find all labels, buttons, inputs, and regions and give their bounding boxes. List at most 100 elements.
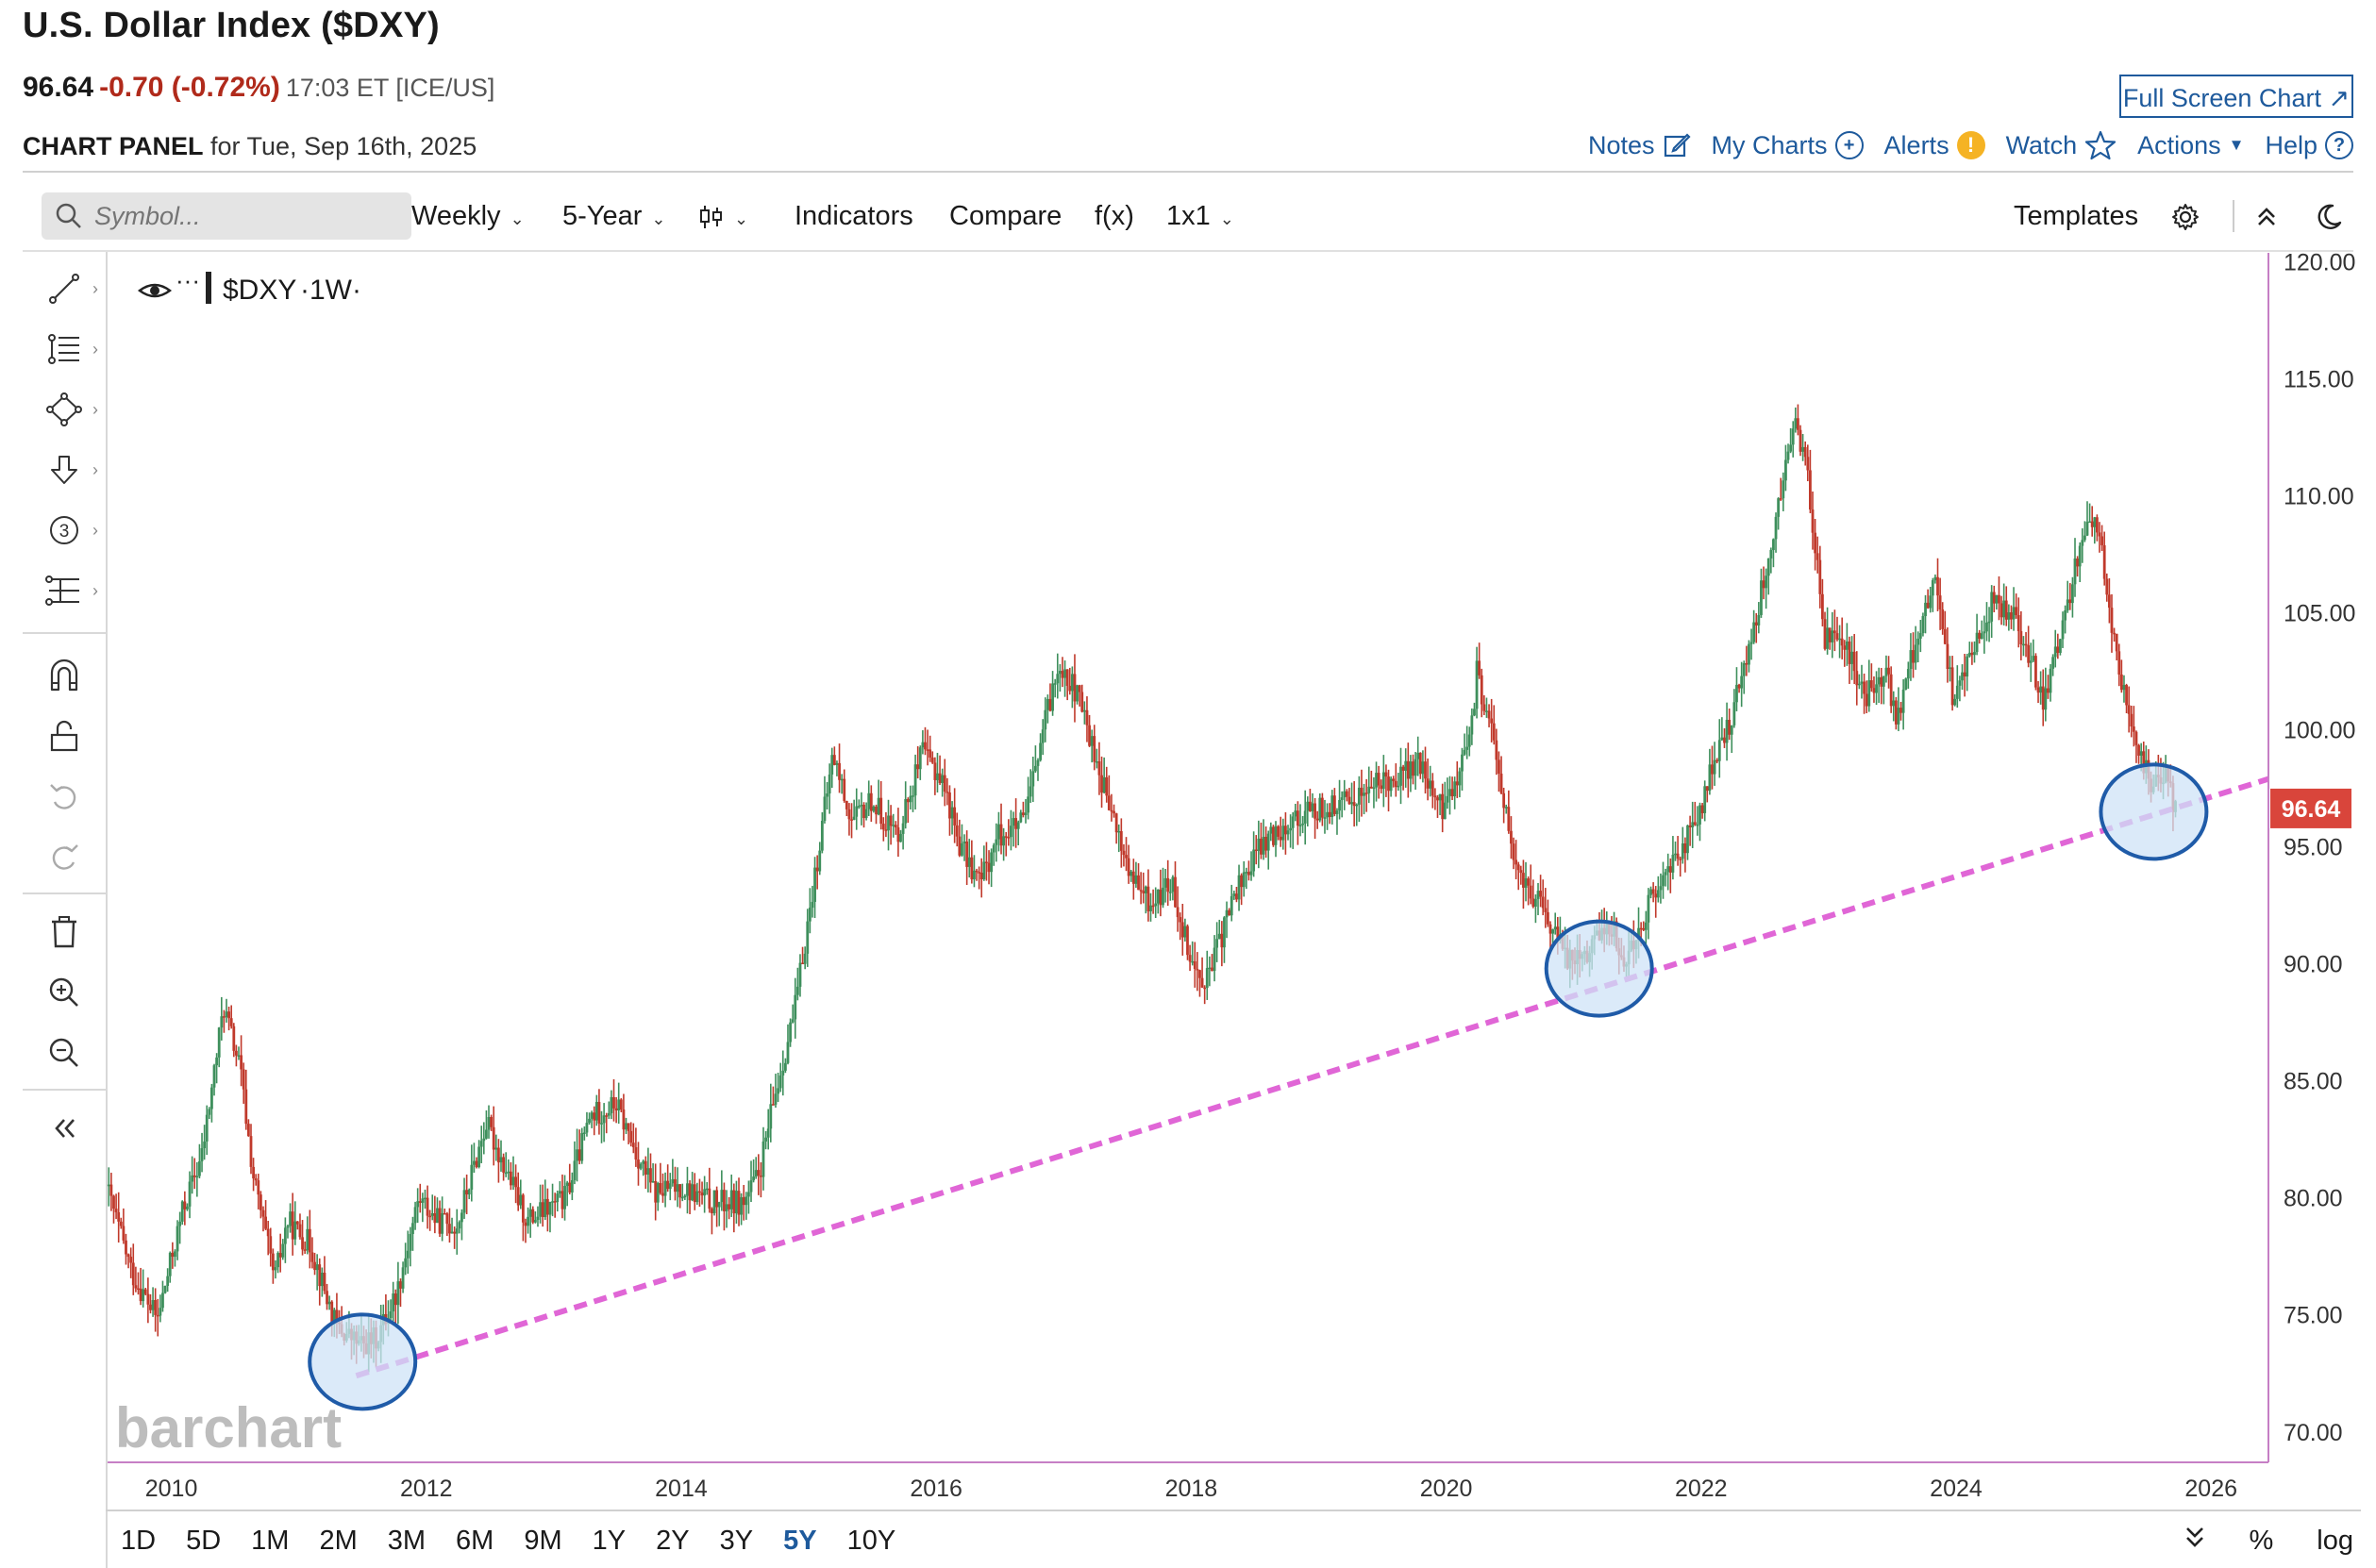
measure-tool[interactable]: › xyxy=(23,564,106,617)
candle-body xyxy=(607,1112,611,1116)
candle-body xyxy=(1848,641,1851,664)
candle-body xyxy=(766,1128,770,1138)
delete-drawings-button[interactable] xyxy=(23,906,106,959)
undo-button[interactable] xyxy=(23,770,106,823)
candle-body xyxy=(1281,826,1285,841)
range-3y[interactable]: 3Y xyxy=(719,1525,754,1556)
notes-link[interactable]: Notes xyxy=(1588,131,1691,160)
candle-body xyxy=(426,1197,429,1216)
collapse-sidebar-button[interactable] xyxy=(23,1102,106,1155)
candle-body xyxy=(1522,873,1525,888)
candle-body xyxy=(745,1196,748,1206)
range-1y[interactable]: 1Y xyxy=(592,1525,627,1556)
candle-body xyxy=(1737,684,1741,689)
range-1d[interactable]: 1D xyxy=(121,1525,157,1556)
range-10y[interactable]: 10Y xyxy=(846,1525,896,1556)
candle-body xyxy=(921,742,925,748)
eye-icon[interactable] xyxy=(137,283,173,298)
series-legend[interactable]: ··· $DXY ·1W· xyxy=(137,266,361,306)
candle-body xyxy=(1458,771,1462,786)
support-touch-circle[interactable] xyxy=(1544,919,1654,1018)
range-9m[interactable]: 9M xyxy=(524,1525,562,1556)
number-marker-tool[interactable]: 3 › xyxy=(23,504,106,557)
range-2y[interactable]: 2Y xyxy=(656,1525,690,1556)
range-6m[interactable]: 6M xyxy=(456,1525,494,1556)
collapse-header-button[interactable] xyxy=(2253,187,2280,245)
candle-body xyxy=(1815,553,1819,560)
candle-body xyxy=(892,825,895,826)
chart-type-select[interactable]: ⌄ xyxy=(698,187,748,245)
scroll-down-button[interactable] xyxy=(2184,1525,2206,1557)
candle-body xyxy=(1963,672,1966,677)
interval-select[interactable]: Weekly ⌄ xyxy=(411,187,525,245)
candle-body xyxy=(826,793,828,797)
actions-label: Actions xyxy=(2137,130,2221,159)
indicators-button[interactable]: Indicators xyxy=(795,201,913,231)
candle-body xyxy=(458,1222,461,1229)
redo-button[interactable] xyxy=(23,830,106,883)
candle-body xyxy=(479,1141,483,1147)
actions-menu[interactable]: Actions ▼ xyxy=(2137,131,2244,160)
candle-body xyxy=(965,841,969,867)
dark-mode-toggle[interactable] xyxy=(2314,187,2344,245)
candle-body xyxy=(1350,802,1353,805)
candle-body xyxy=(1274,826,1278,845)
fx-button[interactable]: f(x) xyxy=(1095,201,1134,231)
fibonacci-tool[interactable]: › xyxy=(23,323,106,375)
shapes-tool[interactable]: › xyxy=(23,383,106,436)
zoom-in-button[interactable] xyxy=(23,966,106,1019)
range-3m[interactable]: 3M xyxy=(387,1525,427,1556)
candle-body xyxy=(570,1179,574,1193)
layout-select[interactable]: 1x1 ⌄ xyxy=(1166,187,1234,245)
candle-body xyxy=(264,1216,267,1229)
trendline-tool[interactable]: › xyxy=(23,262,106,315)
help-link[interactable]: Help? xyxy=(2265,131,2353,160)
percent-scale-toggle[interactable]: % xyxy=(2249,1525,2274,1556)
candle-body xyxy=(1247,872,1250,876)
support-touch-circle[interactable] xyxy=(2099,762,2209,861)
candle-body xyxy=(416,1201,420,1208)
gear-icon xyxy=(2172,204,2199,231)
price-chart[interactable]: 70.00 75.00 80.00 85.00 90.00 95.00 100.00 105.… xyxy=(0,0,2376,1510)
candle-body xyxy=(2044,688,2048,710)
log-scale-toggle[interactable]: log xyxy=(2317,1525,2353,1556)
candle-body xyxy=(195,1176,199,1177)
my-charts-link[interactable]: My Charts + xyxy=(1712,131,1864,160)
watch-link[interactable]: Watch xyxy=(2006,130,2117,160)
candle-body xyxy=(958,836,962,856)
support-touch-circle[interactable] xyxy=(308,1312,418,1411)
candle-body xyxy=(1345,791,1348,797)
layout-label: 1x1 xyxy=(1166,201,1211,231)
symbol-search[interactable] xyxy=(42,192,411,240)
candle-body xyxy=(881,824,885,830)
candle-body xyxy=(1850,651,1853,664)
zoom-out-button[interactable] xyxy=(23,1026,106,1079)
zoom-out-icon xyxy=(49,1038,78,1067)
legend-menu-dots[interactable]: ··· xyxy=(176,266,200,294)
period-select[interactable]: 5-Year ⌄ xyxy=(562,187,665,245)
arrow-tool[interactable]: › xyxy=(23,443,106,496)
candle-body xyxy=(335,1309,339,1323)
candle-body xyxy=(180,1201,184,1222)
candle-body xyxy=(1958,680,1962,686)
candle-body xyxy=(1176,907,1180,918)
candle-body xyxy=(691,1184,694,1201)
symbol-input[interactable] xyxy=(92,200,398,232)
candle-body xyxy=(286,1226,290,1228)
settings-button[interactable] xyxy=(2170,187,2200,245)
candle-body xyxy=(2010,612,2013,620)
range-1m[interactable]: 1M xyxy=(251,1525,290,1556)
range-5y[interactable]: 5Y xyxy=(783,1525,817,1556)
support-trendline[interactable] xyxy=(355,776,2269,1379)
compare-button[interactable]: Compare xyxy=(949,201,1063,231)
templates-button[interactable]: Templates xyxy=(2014,201,2139,231)
range-2m[interactable]: 2M xyxy=(319,1525,358,1556)
magnet-tool[interactable] xyxy=(23,649,106,702)
alerts-link[interactable]: Alerts! xyxy=(1884,131,1985,160)
range-5d[interactable]: 5D xyxy=(186,1525,222,1556)
candle-body xyxy=(541,1202,544,1217)
candle-body xyxy=(2015,607,2018,615)
lock-tool[interactable] xyxy=(23,709,106,762)
candle-body xyxy=(683,1195,687,1198)
full-screen-chart-button[interactable]: Full Screen Chart ↗ xyxy=(2119,75,2353,118)
